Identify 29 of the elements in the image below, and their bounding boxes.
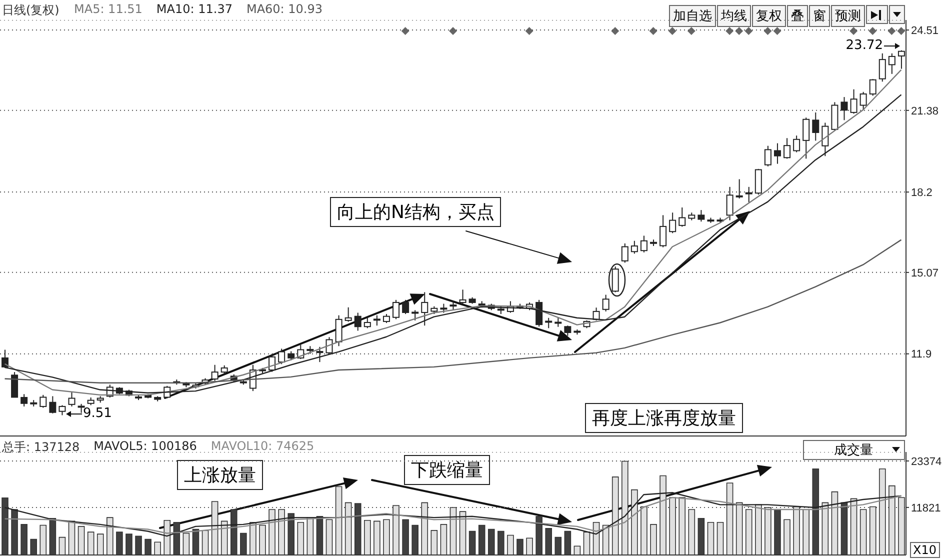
dropdown-field: 成交量	[803, 440, 905, 460]
text: X10	[910, 542, 940, 558]
text: MA10: 11.37	[156, 2, 232, 16]
text: MA60: 10.93	[246, 2, 323, 16]
annotation: 23.72	[846, 38, 883, 53]
y-tick-label: 21.38	[911, 105, 939, 118]
annotation: 向上的N结构，买点	[330, 197, 502, 227]
annotation: 预测	[831, 5, 865, 27]
annotation: 再度上涨再度放量	[585, 403, 743, 433]
y-tick-label: 11821	[911, 502, 941, 514]
y-tick-label: 23374	[911, 456, 942, 468]
annotation: 成交量	[834, 442, 873, 459]
annotation: 下跌缩量	[404, 455, 490, 485]
text: MAVOL5: 100186	[94, 439, 197, 455]
annotation: 上涨放量	[177, 460, 263, 490]
annotation: 均线	[717, 5, 751, 27]
annotation: 叠	[787, 5, 808, 27]
annotation: 加自选	[669, 5, 716, 27]
text: 总手: 137128	[2, 439, 80, 456]
y-tick-label: 11.9	[911, 348, 932, 361]
y-tick-label: 18.2	[911, 186, 932, 199]
chart-title: 日线(复权)	[2, 3, 60, 17]
y-tick-label: 24.51	[911, 24, 939, 37]
annotation: 9.51	[83, 406, 112, 421]
text: MA5: 11.51	[74, 2, 142, 16]
annotation: 复权	[752, 5, 786, 27]
text: MAVOL10: 74625	[210, 439, 314, 455]
annotation: 窗	[809, 5, 830, 27]
y-tick-label: 15.07	[911, 267, 939, 280]
